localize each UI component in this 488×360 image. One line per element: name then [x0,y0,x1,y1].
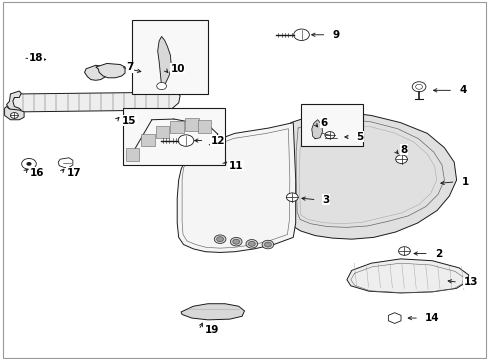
Circle shape [395,155,407,163]
Text: 12: 12 [210,136,224,145]
Circle shape [262,240,273,249]
Text: 6: 6 [320,118,326,128]
Text: 14: 14 [424,313,439,323]
Polygon shape [177,123,295,252]
Circle shape [248,241,255,246]
Circle shape [325,132,334,139]
Circle shape [411,82,425,92]
Polygon shape [311,120,322,139]
Circle shape [216,237,223,242]
Text: 17: 17 [66,168,81,178]
FancyBboxPatch shape [156,126,169,138]
Polygon shape [346,259,468,293]
Text: 3: 3 [322,195,329,205]
FancyBboxPatch shape [125,148,139,161]
Circle shape [415,84,422,89]
Text: 9: 9 [331,30,339,40]
Polygon shape [6,91,21,113]
Text: 13: 13 [463,277,477,287]
FancyBboxPatch shape [197,121,211,133]
Circle shape [21,158,36,169]
Text: 7: 7 [126,62,134,72]
Text: 11: 11 [228,161,243,171]
Polygon shape [4,107,24,120]
FancyBboxPatch shape [170,121,183,134]
Text: 1: 1 [461,177,468,187]
Polygon shape [58,158,73,167]
Circle shape [10,113,18,118]
Polygon shape [387,313,400,323]
Text: 8: 8 [400,144,407,154]
FancyBboxPatch shape [122,108,224,165]
Text: 10: 10 [170,64,184,74]
Polygon shape [84,65,108,80]
Circle shape [214,235,225,243]
Polygon shape [181,304,244,320]
Circle shape [230,237,242,246]
Polygon shape [288,112,456,239]
Circle shape [264,242,271,247]
FancyBboxPatch shape [300,104,362,146]
Text: 5: 5 [356,132,363,142]
Polygon shape [10,92,180,112]
FancyBboxPatch shape [141,134,155,146]
FancyBboxPatch shape [184,118,198,131]
Text: 15: 15 [122,116,136,126]
Circle shape [157,82,166,90]
Text: 2: 2 [434,248,441,258]
FancyBboxPatch shape [132,21,207,94]
Text: 4: 4 [458,85,466,95]
Circle shape [26,162,31,166]
Text: 19: 19 [204,325,219,335]
Circle shape [398,247,409,255]
Polygon shape [158,37,171,86]
Text: 18: 18 [29,53,43,63]
Circle shape [293,29,309,41]
Polygon shape [96,63,125,78]
Circle shape [178,135,193,146]
Circle shape [245,239,257,248]
Circle shape [286,193,298,202]
Text: 16: 16 [30,168,44,178]
Circle shape [232,239,239,244]
